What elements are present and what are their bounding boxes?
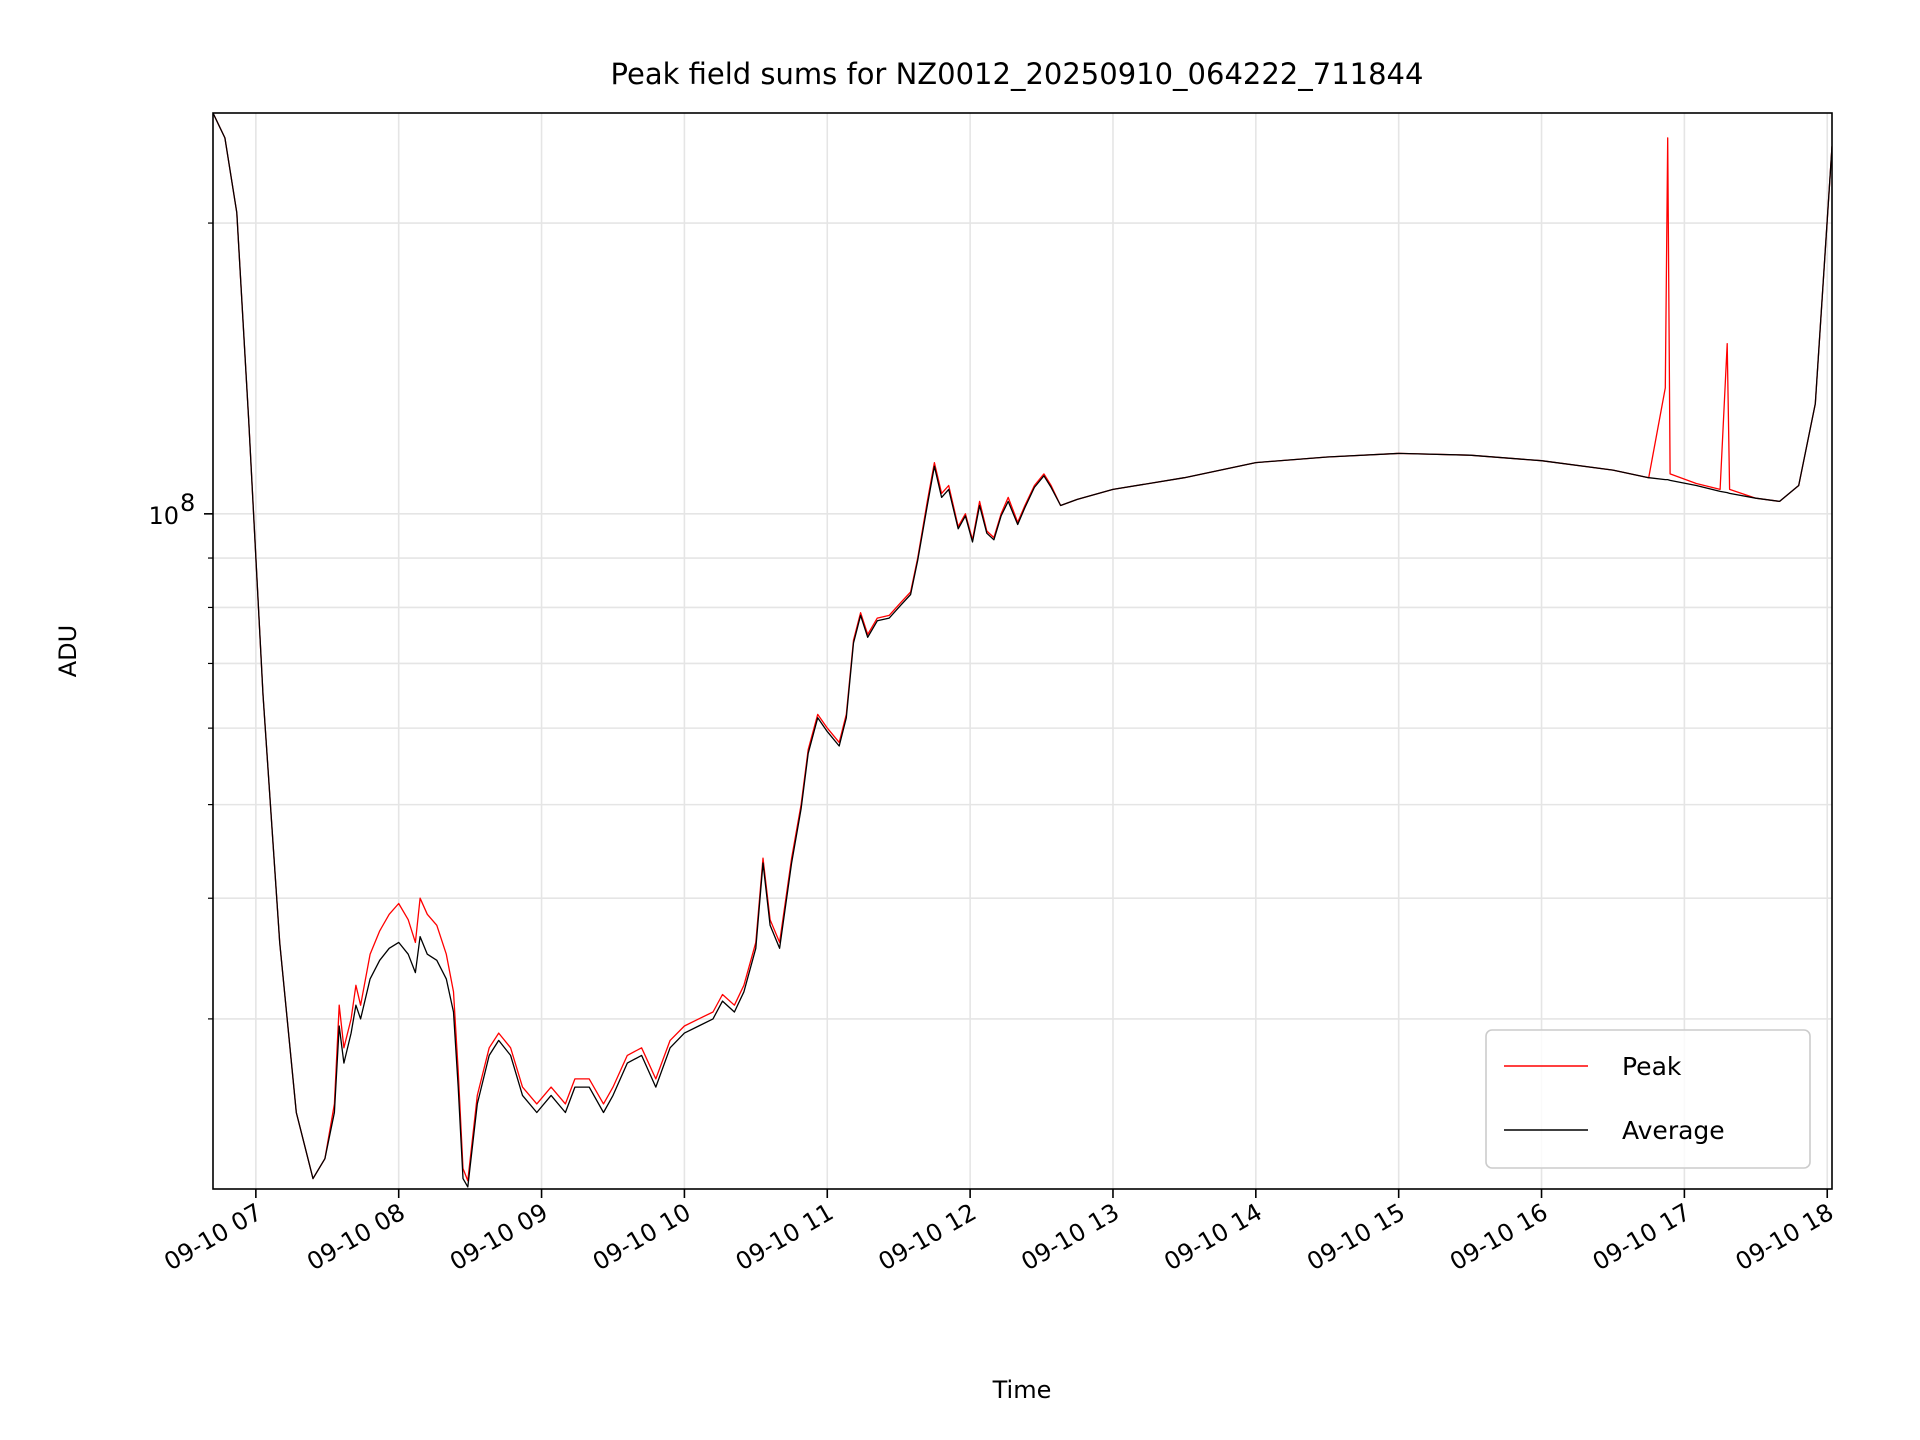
series-line-average	[213, 113, 1832, 1188]
x-axis-label: Time	[992, 1376, 1052, 1404]
chart-title: Peak field sums for NZ0012_20250910_0642…	[611, 57, 1424, 91]
y-tick-label-0: 10	[148, 502, 179, 530]
y-axis-label: ADU	[54, 625, 82, 677]
legend-box	[1485, 1029, 1811, 1169]
series-group	[213, 113, 1832, 1188]
legend-label-peak: Peak	[1622, 1052, 1682, 1081]
plot-area-frame	[212, 112, 1833, 1190]
grid	[213, 113, 1832, 1189]
legend-label-average: Average	[1622, 1116, 1725, 1145]
y-tick-label-exponent-0: 8	[180, 489, 195, 517]
legend: Peak Average	[1485, 1029, 1811, 1169]
